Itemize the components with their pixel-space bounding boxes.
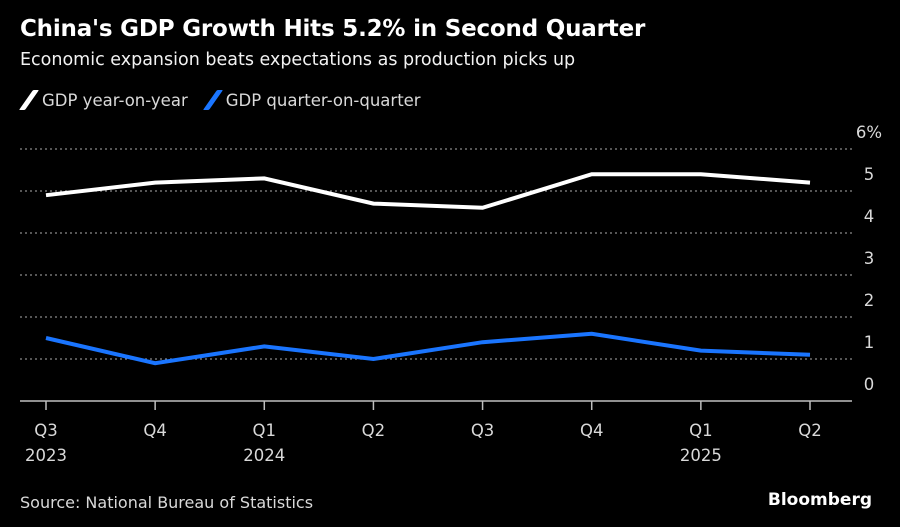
- x-tick-label: Q2: [798, 421, 822, 440]
- series-line-yoy: [45, 172, 811, 210]
- x-tick-label: Q3: [34, 421, 58, 440]
- series-line-qoq: [45, 331, 811, 366]
- y-tick-label: 5: [864, 165, 875, 184]
- legend-item-qoq: GDP quarter-on-quarter: [202, 90, 421, 110]
- x-tick-label: Q3: [471, 421, 495, 440]
- y-tick-label: 3: [864, 249, 875, 268]
- legend-label-qoq: GDP quarter-on-quarter: [225, 90, 421, 110]
- x-tick-year-label: 2023: [25, 446, 67, 465]
- bloomberg-logo: Bloomberg: [767, 490, 872, 510]
- y-tick-label: 2: [864, 291, 875, 310]
- source-note: Source: National Bureau of Statistics: [20, 493, 314, 512]
- y-tick-label: 4: [864, 207, 875, 226]
- chart-subtitle: Economic expansion beats expectations as…: [20, 50, 576, 70]
- y-tick-label: 1: [864, 333, 875, 352]
- x-tick-year-label: 2024: [243, 446, 285, 465]
- y-tick-label: 6%: [856, 123, 882, 142]
- x-tick-label: Q4: [143, 421, 167, 440]
- x-tick-label: Q1: [689, 421, 713, 440]
- x-tick-label: Q1: [253, 421, 277, 440]
- legend-item-yoy: GDP year-on-year: [18, 90, 188, 110]
- x-tick-label: Q2: [362, 421, 386, 440]
- x-tick-label: Q4: [580, 421, 604, 440]
- chart-title: China's GDP Growth Hits 5.2% in Second Q…: [20, 16, 646, 42]
- y-tick-label: 0: [864, 375, 875, 394]
- legend-label-yoy: GDP year-on-year: [42, 90, 188, 110]
- legend: GDP year-on-year GDP quarter-on-quarter: [18, 90, 437, 110]
- x-tick-year-label: 2025: [680, 446, 722, 465]
